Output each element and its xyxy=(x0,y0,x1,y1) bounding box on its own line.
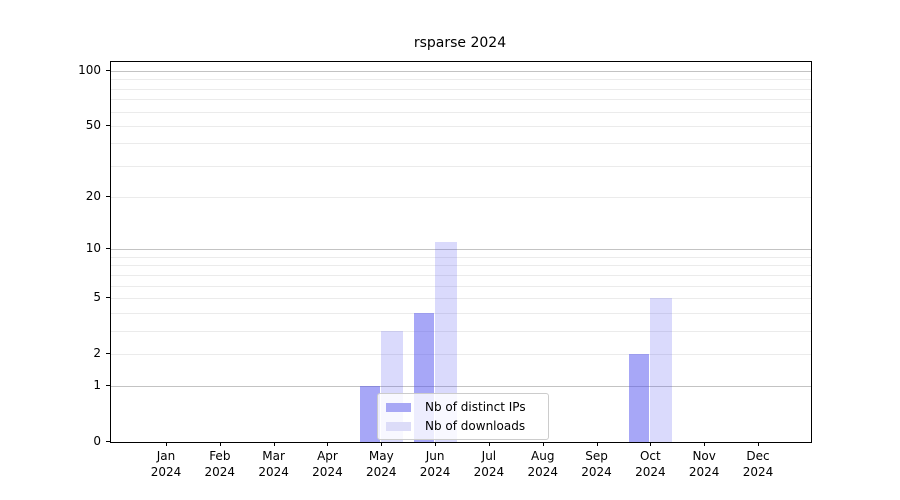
legend-swatch-downloads xyxy=(386,421,411,431)
gridline-minor xyxy=(111,99,811,101)
legend-item-distinct-ips: Nb of distinct IPs xyxy=(386,400,540,414)
gridline-major xyxy=(111,71,811,72)
x-tick-mark xyxy=(596,442,598,446)
y-tick-mark xyxy=(106,248,110,250)
x-tick-mark xyxy=(327,442,329,446)
y-tick-label: 100 xyxy=(78,63,101,77)
bar-distinct-ips-oct xyxy=(629,353,650,442)
bar-downloads-oct xyxy=(650,297,673,442)
y-tick-mark xyxy=(106,70,110,71)
x-tick-mark xyxy=(166,442,167,446)
gridline-minor xyxy=(111,111,811,113)
gridline-minor xyxy=(111,143,811,145)
gridline-major xyxy=(111,386,811,388)
x-tick-label: Feb 2024 xyxy=(204,449,236,479)
gridline-minor xyxy=(111,330,811,332)
y-tick-mark xyxy=(106,196,110,198)
y-tick-mark xyxy=(106,124,110,126)
x-tick-mark xyxy=(435,442,437,446)
x-tick-mark xyxy=(758,442,759,446)
y-tick-label: 0 xyxy=(93,434,101,448)
gridline-minor xyxy=(111,285,811,287)
x-tick-label: Jul 2024 xyxy=(473,449,505,479)
x-tick-mark xyxy=(381,442,383,446)
y-tick-mark xyxy=(106,385,110,387)
gridline-minor xyxy=(111,79,811,81)
y-tick-label: 5 xyxy=(93,289,101,304)
x-tick-label: Nov 2024 xyxy=(688,449,720,479)
x-tick-label: May 2024 xyxy=(365,449,397,479)
gridline-minor xyxy=(111,125,811,127)
plot-area: Nb of distinct IPs Nb of downloads xyxy=(110,61,812,443)
y-tick-label: 1 xyxy=(93,378,101,393)
y-tick-mark xyxy=(106,296,110,298)
chart-title: rsparse 2024 xyxy=(413,35,507,51)
x-tick-label: Sep 2024 xyxy=(581,449,612,479)
y-tick-label: 10 xyxy=(85,241,101,256)
x-tick-label: Oct 2024 xyxy=(635,449,666,479)
x-tick-label: Apr 2024 xyxy=(312,449,343,479)
bar-downloads-jun xyxy=(435,242,458,442)
gridline-minor xyxy=(111,256,811,258)
y-tick-label: 2 xyxy=(93,345,101,360)
gridline-minor xyxy=(111,265,811,267)
y-tick-label: 50 xyxy=(85,117,101,132)
x-tick-mark xyxy=(650,442,652,446)
gridline-major xyxy=(111,249,811,251)
gridline-minor xyxy=(111,274,811,276)
x-tick-label: Mar 2024 xyxy=(258,449,289,479)
legend-label-distinct-ips: Nb of distinct IPs xyxy=(425,400,526,414)
x-tick-label: Aug 2024 xyxy=(527,449,558,479)
y-tick-mark xyxy=(106,441,110,442)
x-tick-label: Jan 2024 xyxy=(150,449,182,479)
gridline-minor xyxy=(111,197,811,199)
gridline-minor xyxy=(111,297,811,299)
gridline-minor xyxy=(111,165,811,167)
gridline-minor xyxy=(111,312,811,314)
legend-item-downloads: Nb of downloads xyxy=(386,419,540,433)
y-tick-mark xyxy=(106,352,110,354)
legend-label-downloads: Nb of downloads xyxy=(425,419,526,433)
legend: Nb of distinct IPs Nb of downloads xyxy=(377,393,549,440)
bar-distinct-ips-may xyxy=(360,386,381,442)
x-tick-label: Jun 2024 xyxy=(419,449,451,479)
y-tick-label: 20 xyxy=(85,189,101,204)
x-tick-label: Dec 2024 xyxy=(742,449,774,479)
x-tick-mark xyxy=(219,442,221,446)
gridline-minor xyxy=(111,353,811,355)
legend-swatch-distinct-ips xyxy=(386,402,411,412)
x-tick-mark xyxy=(273,442,275,446)
x-tick-mark xyxy=(488,442,490,446)
x-tick-mark xyxy=(542,442,544,446)
gridline-minor xyxy=(111,88,811,90)
x-tick-mark xyxy=(704,442,706,446)
